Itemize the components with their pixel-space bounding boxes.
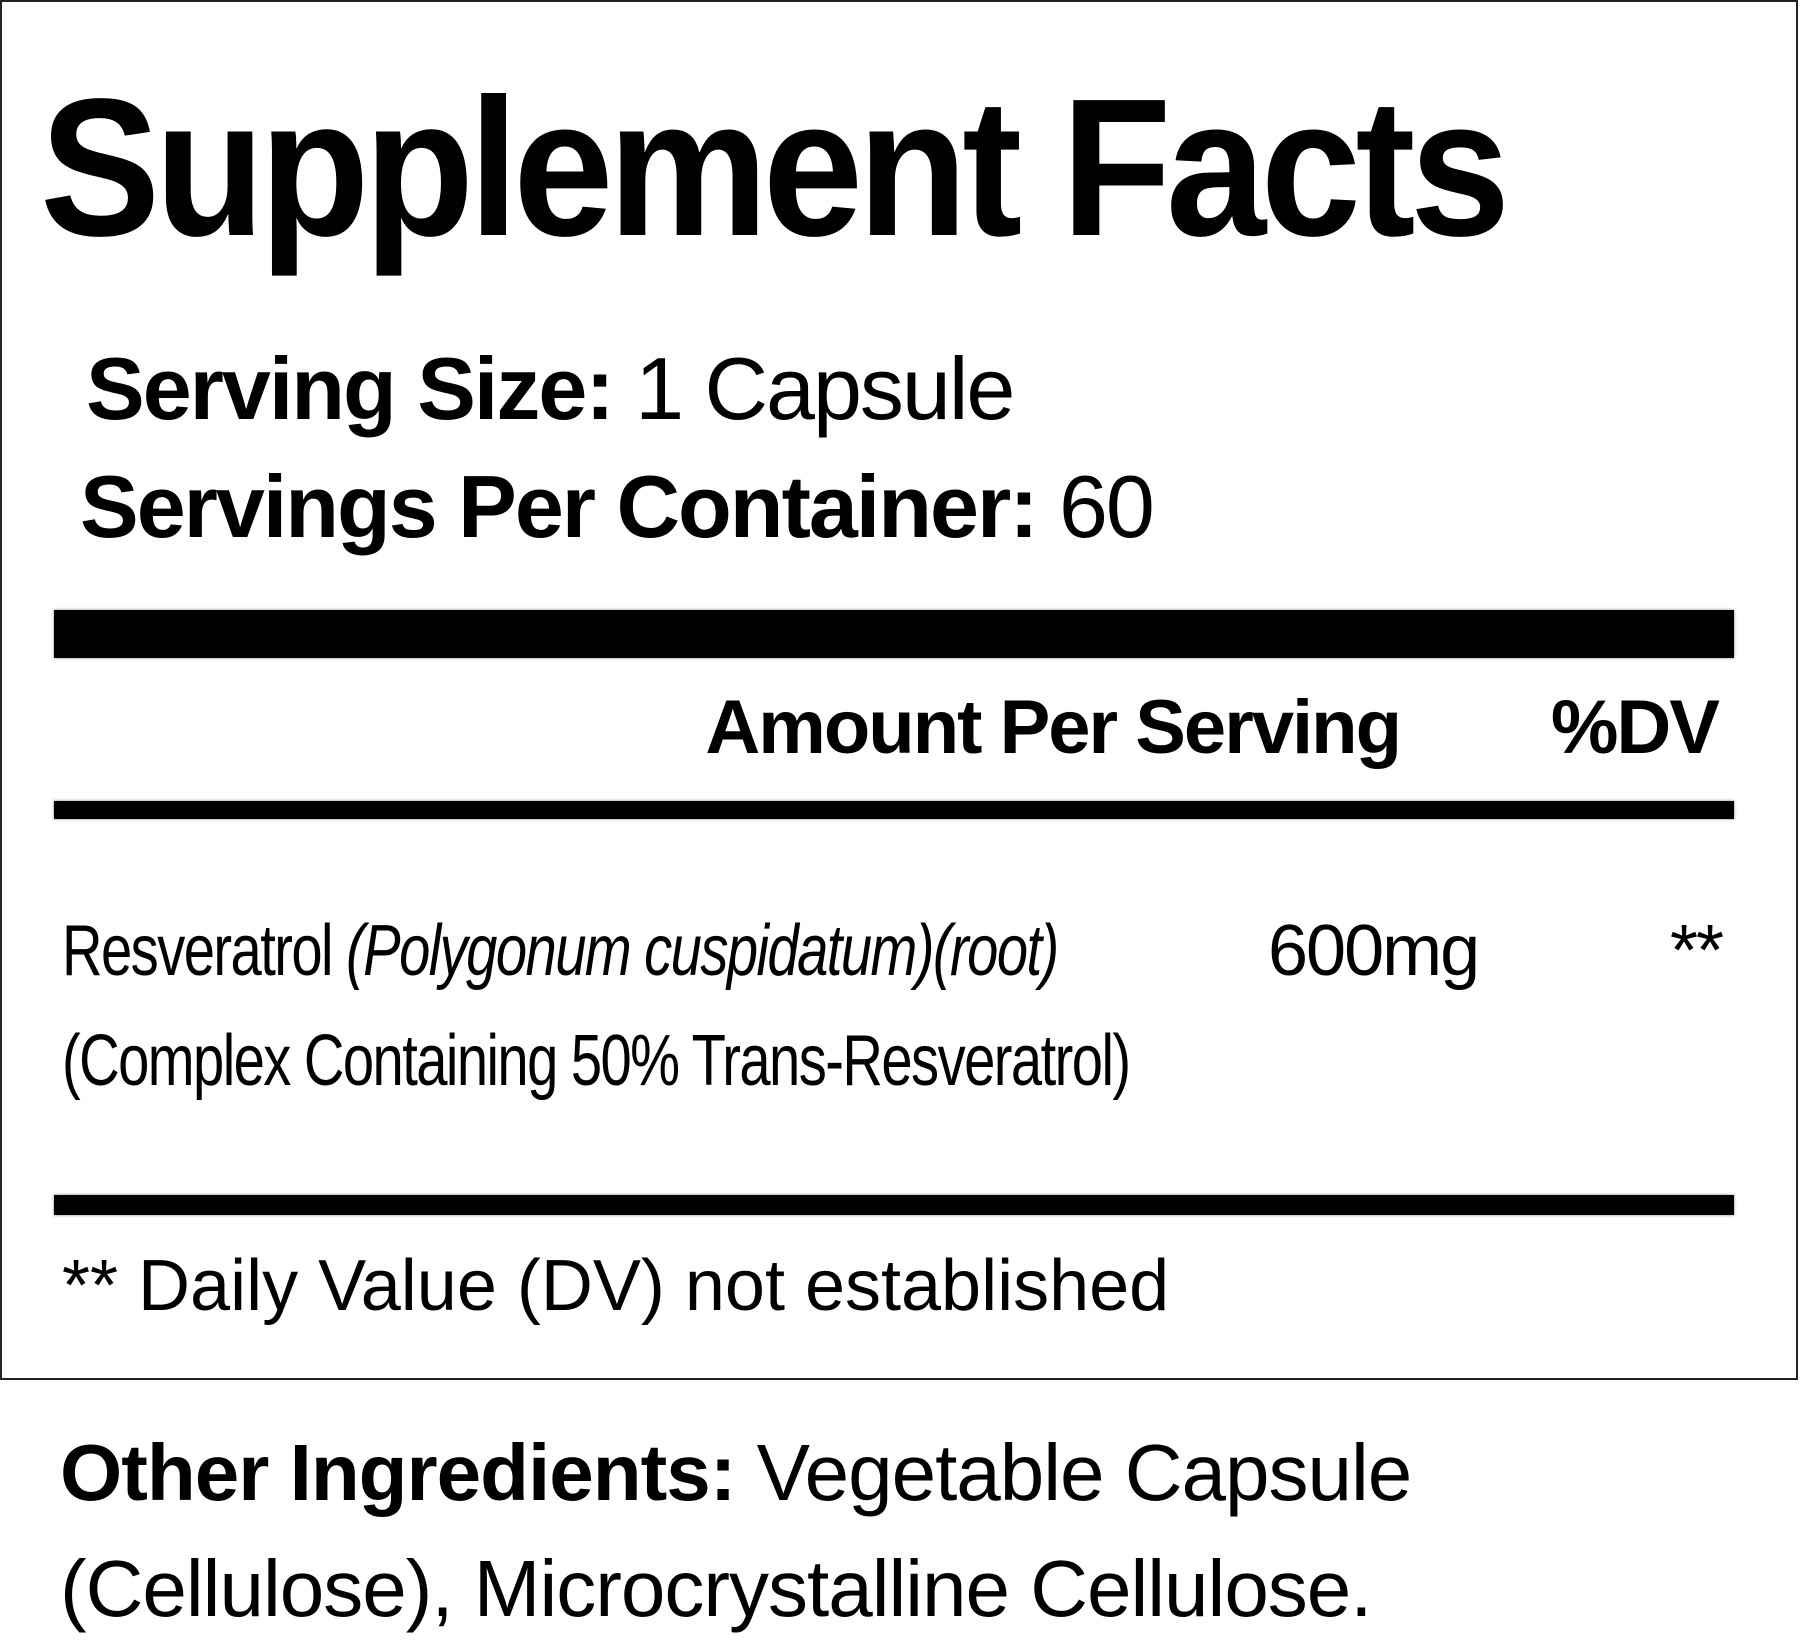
ingredient-source: (Polygonum cuspidatum)(root) bbox=[346, 911, 1059, 991]
ingredient-name-text: Resveratrol bbox=[62, 911, 334, 991]
servings-per-container-label: Servings Per Container: bbox=[80, 457, 1039, 556]
thick-divider bbox=[54, 610, 1734, 658]
ingredient-detail-text: (Complex Containing 50% Trans-Resveratro… bbox=[62, 1021, 1131, 1101]
footnote: ** Daily Value (DV) not established bbox=[62, 1246, 1170, 1326]
ingredient-name-line: Resveratrol (Polygonum cuspidatum)(root) bbox=[62, 915, 1059, 987]
amount-per-serving-header: Amount Per Serving bbox=[705, 685, 1402, 770]
other-ingredients: Other Ingredients: Vegetable Capsule (Ce… bbox=[60, 1415, 1780, 1647]
dv-header: %DV bbox=[1550, 685, 1720, 770]
panel-title: Supplement Facts bbox=[40, 70, 1632, 266]
ingredient-amount: 600mg bbox=[1268, 911, 1480, 991]
serving-size-value: 1 Capsule bbox=[635, 339, 1015, 438]
ingredient-dv: ** bbox=[1669, 911, 1724, 991]
serving-size-label: Serving Size: bbox=[86, 339, 615, 438]
supplement-facts-panel bbox=[0, 0, 1798, 1380]
other-ingredients-value: Vegetable Capsule (Cellulose), Microcrys… bbox=[60, 1428, 1412, 1633]
serving-size: Serving Size: 1 Capsule bbox=[86, 345, 1015, 433]
servings-per-container-value: 60 bbox=[1058, 457, 1155, 556]
servings-per-container: Servings Per Container: 60 bbox=[80, 463, 1155, 551]
divider-bottom bbox=[54, 1195, 1734, 1215]
ingredient-name: Resveratrol (Polygonum cuspidatum)(root) bbox=[62, 915, 1339, 987]
ingredient-detail: (Complex Containing 50% Trans-Resveratro… bbox=[62, 1025, 1431, 1097]
panel-title-text: Supplement Facts bbox=[40, 58, 1510, 277]
other-ingredients-label: Other Ingredients: bbox=[60, 1428, 736, 1517]
divider bbox=[54, 801, 1734, 819]
